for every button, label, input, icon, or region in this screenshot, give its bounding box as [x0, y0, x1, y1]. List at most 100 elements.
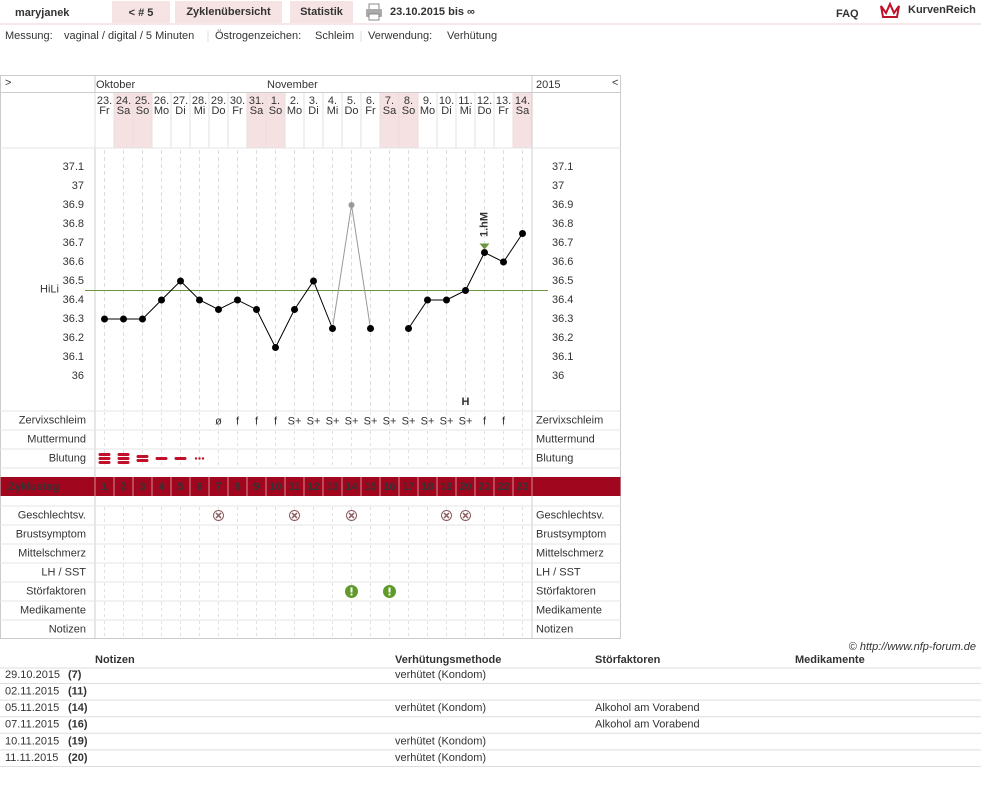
y-tick-label: 36.7 — [63, 237, 84, 249]
weekday-label: Fr — [365, 105, 376, 117]
cycle-day: 20 — [459, 481, 471, 493]
weekend-shade — [513, 93, 532, 148]
cross-lines — [462, 512, 469, 519]
nav-right[interactable]: < — [612, 77, 618, 89]
date-label: 9. — [423, 95, 432, 107]
date-label: 25. — [135, 95, 150, 107]
mucus-value: S+ — [364, 415, 378, 427]
month-label: Oktober — [96, 79, 135, 91]
temperature-point — [196, 296, 203, 304]
bleeding-bar — [155, 457, 168, 460]
date-label: 3. — [309, 95, 318, 107]
date-label: 4. — [328, 95, 337, 107]
bleeding-bar — [136, 459, 149, 462]
date-label: 11. — [458, 95, 472, 107]
table-day: (14) — [68, 702, 88, 714]
date-label: 10. — [439, 95, 454, 107]
temperature-point — [443, 296, 450, 304]
cross-lines — [291, 512, 298, 519]
date-label: 27. — [173, 95, 188, 107]
table-cell: verhütet (Kondom) — [395, 702, 486, 714]
table-day: (16) — [68, 719, 88, 731]
cross-icon — [289, 510, 300, 521]
hili-label: HiLi — [40, 283, 59, 295]
cycle-tab[interactable]: < # 5 — [129, 7, 154, 19]
date-label: 13. — [496, 95, 511, 107]
y-tick-label-right: 36.8 — [552, 218, 573, 230]
table-cell: verhütet (Kondom) — [395, 752, 486, 764]
cross-icon — [441, 510, 452, 521]
table-date: 29.10.2015 — [5, 669, 60, 681]
table-date: 10.11.2015 — [5, 735, 59, 747]
row-label-right: Muttermund — [536, 433, 595, 445]
cycle-day: 22 — [497, 481, 509, 493]
spotting-dot — [201, 457, 205, 460]
bleeding-bar — [98, 461, 111, 464]
cross-lines — [443, 512, 450, 519]
y-tick-label-right: 36 — [552, 370, 564, 382]
alert-icon — [383, 585, 396, 598]
temperature-point — [348, 202, 355, 208]
mucus-value: S+ — [402, 415, 416, 427]
mucus-value: f — [274, 415, 278, 427]
bleeding-bar — [174, 457, 187, 460]
mucus-value: ø — [215, 415, 222, 427]
cross-icon — [346, 510, 357, 521]
symptom-label-right: Notizen — [536, 623, 573, 635]
date-label: 29. — [211, 95, 226, 107]
nav-tab[interactable]: Statistik — [300, 6, 344, 18]
weekend-shade — [399, 93, 418, 148]
cycle-tab-bg — [112, 1, 170, 23]
y-tick-label-right: 36.2 — [552, 332, 573, 344]
nav-tab[interactable]: Zyklenübersicht — [186, 6, 271, 18]
cross-circle — [460, 510, 471, 521]
cycle-day: 15 — [364, 481, 376, 493]
weekday-label: Do — [477, 105, 491, 117]
nav-left[interactable]: > — [5, 77, 11, 89]
date-label: 26. — [154, 95, 169, 107]
copyright: © http://www.nfp-forum.de — [849, 641, 976, 653]
temperature-point — [481, 249, 488, 256]
bleeding-icon — [98, 453, 111, 464]
cycle-day: 13 — [326, 481, 338, 493]
row-label: Muttermund — [27, 433, 86, 445]
bleeding-icon — [155, 457, 168, 460]
weekday-label: Mi — [194, 105, 206, 117]
faq-link[interactable]: FAQ — [836, 8, 859, 20]
temperature-point — [424, 296, 431, 304]
bleeding-bar — [98, 453, 111, 456]
cycle-day: 5 — [177, 481, 183, 493]
peak-label: 1.hM — [478, 212, 490, 237]
weekend-shade — [133, 93, 152, 148]
alert-dot — [388, 593, 391, 596]
table-day: (20) — [68, 752, 88, 764]
table-date: 11.11.2015 — [5, 752, 58, 764]
temperature-point — [234, 296, 241, 304]
cycle-day: 21 — [478, 481, 490, 493]
y-tick-label: 36.9 — [63, 199, 84, 211]
y-tick-label-right: 37 — [552, 180, 564, 192]
printer-icon[interactable] — [366, 3, 382, 21]
cycle-day: 19 — [440, 481, 452, 493]
y-tick-label: 36.2 — [63, 332, 84, 344]
bleeding-bar — [117, 453, 130, 456]
weekend-shade — [266, 93, 285, 148]
table-day: (19) — [68, 735, 88, 747]
symptom-label-right: Störfaktoren — [536, 585, 596, 597]
weekday-label: Mo — [420, 105, 435, 117]
cross-circle — [441, 510, 452, 521]
temperature-point — [291, 306, 298, 313]
brand: KurvenReich — [908, 4, 976, 16]
bleeding-bar — [98, 457, 111, 460]
y-tick-label: 36.6 — [63, 256, 84, 268]
weekday-label: Sa — [117, 105, 131, 117]
y-tick-label: 37.1 — [63, 161, 84, 173]
date-label: 12. — [477, 95, 492, 107]
symptom-label-right: LH / SST — [536, 566, 581, 578]
bleeding-icon — [174, 457, 187, 460]
temperature-point — [158, 296, 165, 304]
mucus-value: S+ — [383, 415, 397, 427]
weekday-label: So — [402, 105, 415, 117]
